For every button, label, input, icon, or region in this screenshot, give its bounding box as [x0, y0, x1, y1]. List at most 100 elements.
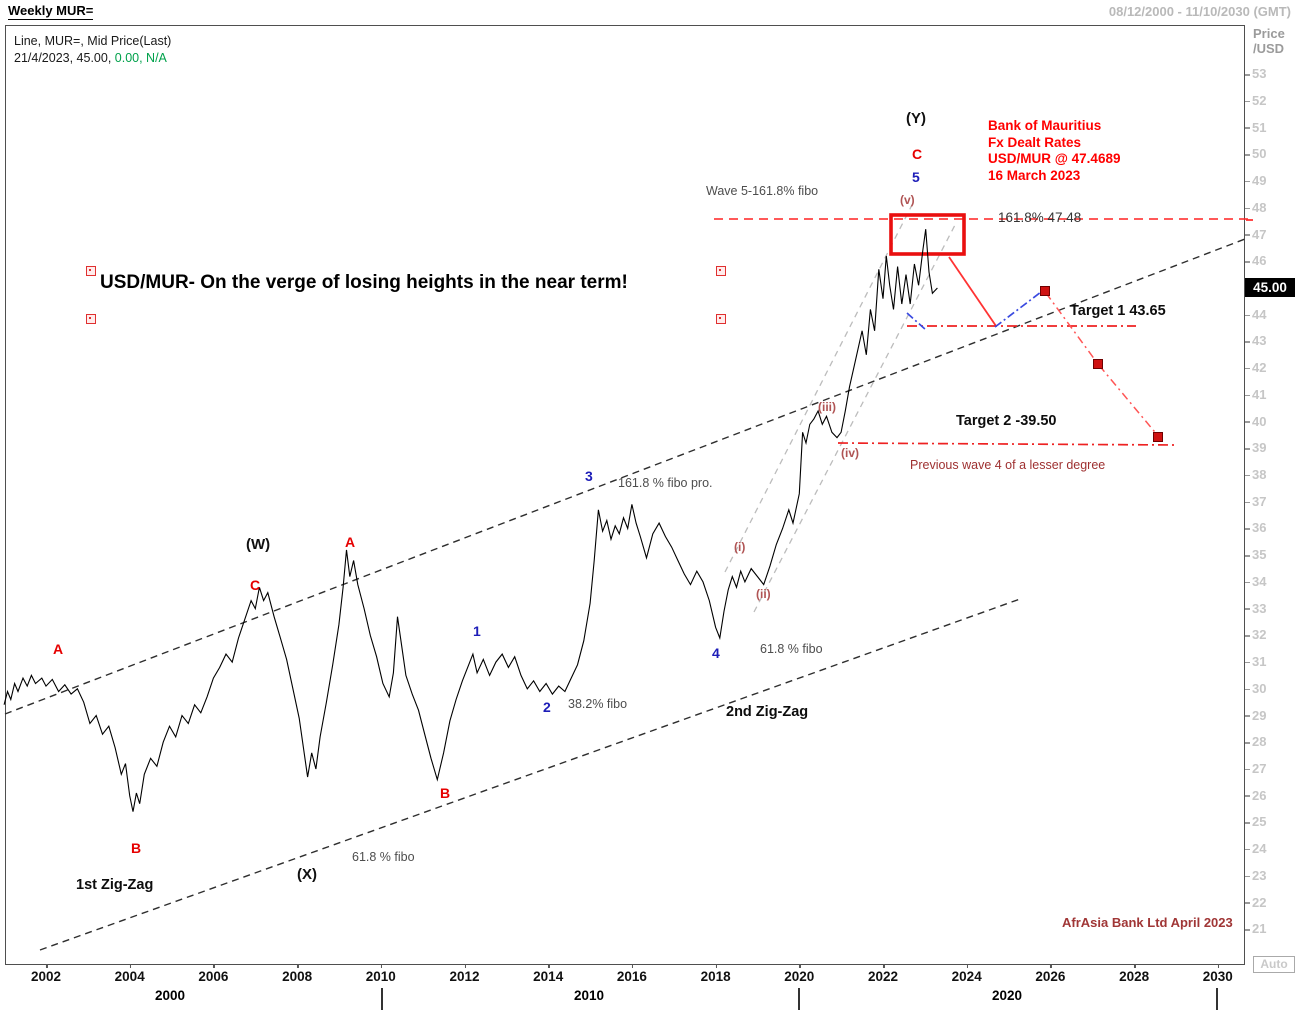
note-annotation[interactable]: 61.8 % fibo — [760, 642, 823, 656]
y-axis-tick: 51 — [1245, 120, 1297, 135]
auto-scale-button[interactable]: Auto — [1253, 956, 1295, 973]
y-axis-tick: 22 — [1245, 895, 1297, 910]
note-annotation[interactable]: 2nd Zig-Zag — [726, 704, 809, 720]
x-axis-tick: 2026 — [1035, 964, 1065, 984]
wave-label[interactable]: (v) — [900, 193, 915, 207]
x-axis-tick: 2020 — [784, 964, 814, 984]
wave-label[interactable]: 1 — [473, 623, 481, 639]
series-legend: Line, MUR=, Mid Price(Last) 21/4/2023, 4… — [14, 33, 171, 67]
decade-label: 2020 — [991, 988, 1023, 1003]
legend-last-quote: 21/4/2023, 45.00, 0.00, N/A — [14, 51, 167, 65]
decade-separator — [798, 988, 800, 1010]
note-annotation[interactable]: 38.2% fibo — [568, 697, 628, 711]
y-axis-tick: 37 — [1245, 494, 1297, 509]
y-axis-tick: 47 — [1245, 227, 1297, 242]
y-axis-tick: 25 — [1245, 814, 1297, 829]
note-annotation[interactable]: Target 2 -39.50 — [956, 413, 1057, 429]
y-axis-tick: 21 — [1245, 921, 1297, 936]
headline-annotation[interactable]: USD/MUR- On the verge of losing heights … — [100, 272, 628, 293]
legend-change-value: 0.00, N/A — [114, 51, 167, 65]
x-axis-tick: 2012 — [449, 964, 480, 984]
y-axis-tick: 23 — [1245, 868, 1297, 883]
y-axis-title: Price /USD — [1253, 26, 1285, 56]
y-axis-tick: 24 — [1245, 841, 1297, 856]
y-axis-tick: 49 — [1245, 173, 1297, 188]
x-axis-tick: 2018 — [701, 964, 731, 984]
wave-label[interactable]: (W) — [246, 536, 271, 553]
y-axis-tick: 27 — [1245, 761, 1297, 776]
current-price-badge: 45.00 — [1245, 278, 1295, 297]
y-axis-tick: 33 — [1245, 601, 1297, 616]
wave-label[interactable]: (iii) — [818, 400, 836, 414]
decade-label: 2000 — [154, 988, 186, 1003]
x-axis-tick: 2010 — [366, 964, 396, 984]
y-axis-tick: 30 — [1245, 681, 1297, 696]
x-axis-tick: 2004 — [115, 964, 145, 984]
decade-label: 2010 — [573, 988, 605, 1003]
wave-label[interactable]: 2 — [543, 699, 551, 715]
x-axis-tick: 2030 — [1203, 964, 1233, 984]
y-axis-tick: 46 — [1245, 253, 1297, 268]
note-annotation[interactable]: 1st Zig-Zag — [76, 877, 154, 893]
wave-label[interactable]: 5 — [912, 169, 920, 185]
wave-label[interactable]: (i) — [734, 540, 746, 554]
x-axis-tick: 2002 — [31, 964, 61, 984]
wave-label[interactable]: C — [912, 146, 923, 162]
wave-label[interactable]: 3 — [585, 468, 593, 484]
y-axis-tick: 34 — [1245, 574, 1297, 589]
note-annotation[interactable]: Wave 5-161.8% fibo — [706, 184, 819, 198]
y-axis-tick: 42 — [1245, 360, 1297, 375]
wave-label[interactable]: (X) — [297, 866, 317, 883]
note-annotation[interactable]: 161.8 % fibo pro. — [618, 476, 713, 490]
y-axis-tick: 43 — [1245, 333, 1297, 348]
selection-handle-icon[interactable] — [716, 314, 726, 324]
y-axis-tick: 39 — [1245, 440, 1297, 455]
x-axis-tick: 2008 — [282, 964, 312, 984]
note-annotation[interactable]: 161.8% 47.48 — [998, 210, 1082, 225]
y-axis-tick: 26 — [1245, 788, 1297, 803]
x-axis-tick: 2024 — [952, 964, 982, 984]
wave-label[interactable]: (Y) — [906, 110, 926, 127]
y-axis-tick: 40 — [1245, 414, 1297, 429]
y-axis-tick: 44 — [1245, 307, 1297, 322]
x-axis-tick: 2022 — [868, 964, 898, 984]
y-axis-tick: 28 — [1245, 734, 1297, 749]
y-axis-tick: 50 — [1245, 146, 1297, 161]
selection-handle-icon[interactable] — [86, 314, 96, 324]
y-axis-tick: 41 — [1245, 387, 1297, 402]
note-annotation[interactable]: 61.8 % fibo — [352, 850, 415, 864]
note-annotation[interactable]: Target 1 43.65 — [1070, 303, 1166, 319]
note-annotation[interactable]: AfrAsia Bank Ltd April 2023 — [1062, 915, 1233, 930]
decade-separator — [1216, 988, 1218, 1010]
wave-label[interactable]: C — [250, 577, 261, 593]
x-axis-tick: 2016 — [617, 964, 647, 984]
y-axis-tick: 31 — [1245, 654, 1297, 669]
wave-label[interactable]: B — [440, 785, 451, 801]
wave-label[interactable]: B — [131, 840, 142, 856]
y-axis-tick: 32 — [1245, 627, 1297, 642]
bank-of-mauritius-note[interactable]: Bank of Mauritius Fx Dealt Rates USD/MUR… — [988, 118, 1121, 183]
y-axis-tick: 36 — [1245, 520, 1297, 535]
wave-label[interactable]: (iv) — [841, 446, 859, 460]
y-axis-tick: 48 — [1245, 200, 1297, 215]
note-annotation[interactable]: Previous wave 4 of a lesser degree — [910, 458, 1106, 472]
y-axis-tick: 53 — [1245, 66, 1297, 81]
selection-handle-icon[interactable] — [716, 266, 726, 276]
x-axis-tick: 2014 — [533, 964, 563, 984]
window-title: Weekly MUR= — [8, 3, 94, 20]
y-axis-tick: 35 — [1245, 547, 1297, 562]
wave-label[interactable]: A — [345, 534, 356, 550]
wave-label[interactable]: 4 — [712, 645, 720, 661]
y-axis-tick: 29 — [1245, 708, 1297, 723]
y-axis-tick: 52 — [1245, 93, 1297, 108]
date-range-label: 08/12/2000 - 11/10/2030 (GMT) — [1108, 4, 1291, 19]
y-axis-tick: 38 — [1245, 467, 1297, 482]
wave-label[interactable]: A — [53, 641, 64, 657]
wave-label[interactable]: (ii) — [756, 587, 771, 601]
legend-series-name: Line, MUR=, Mid Price(Last) — [14, 34, 172, 48]
x-axis-tick: 2028 — [1119, 964, 1149, 984]
selection-handle-icon[interactable] — [86, 266, 96, 276]
price-axis[interactable]: 53 52 51 50 49 48 47 46 44 43 42 41 40 39 38 37 36 35 34 33… — [1245, 25, 1297, 970]
x-axis-tick: 2006 — [198, 964, 228, 984]
